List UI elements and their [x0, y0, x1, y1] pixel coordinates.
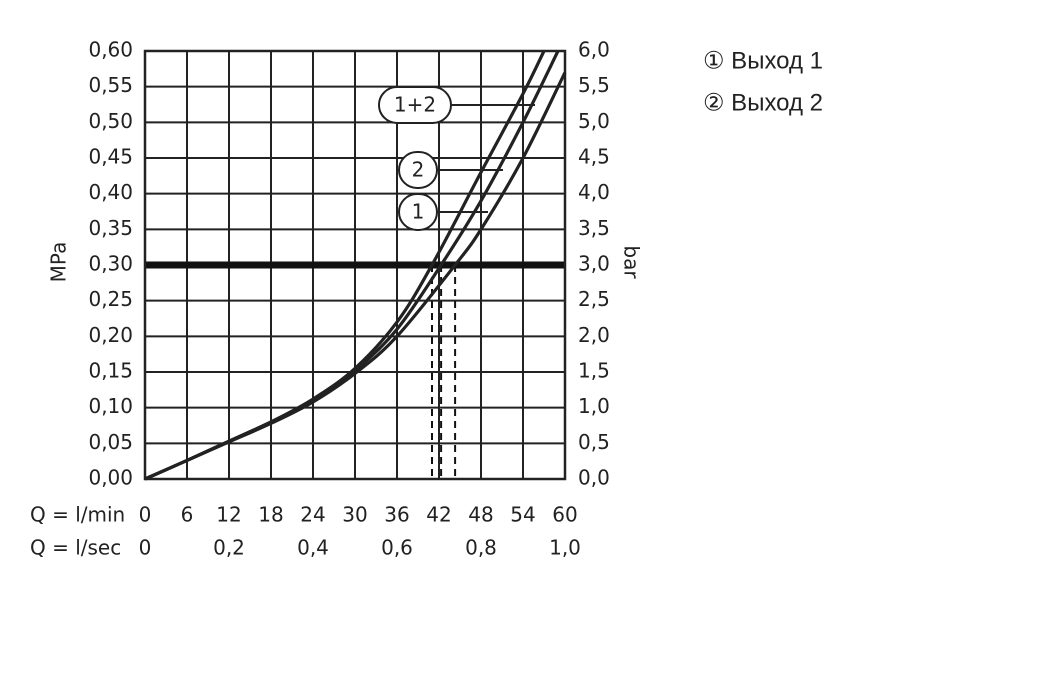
- y-tick-label: 0,30: [88, 252, 133, 276]
- y-tick-label: 0,15: [88, 359, 133, 383]
- x-tick-label: 6: [181, 503, 194, 527]
- callout-box: [398, 193, 438, 231]
- x2-tick-label: 0,4: [297, 536, 329, 560]
- series-line: [144, 71, 567, 481]
- x-tick-label: 30: [342, 503, 367, 527]
- y2-tick-label: 0,5: [578, 430, 610, 454]
- y-axis-label: MPa: [47, 242, 71, 283]
- callout-label: 2: [412, 158, 425, 182]
- x-tick-label: 54: [510, 503, 535, 527]
- y-tick-label: 0,60: [88, 38, 133, 62]
- x-tick-label: 60: [552, 503, 577, 527]
- x2-tick-label: 0,6: [381, 536, 413, 560]
- x2-tick-label: 0: [139, 536, 152, 560]
- y-tick-label: 0,00: [88, 466, 133, 490]
- y2-axis-label: bar: [620, 245, 644, 279]
- x2-tick-label: 0,2: [213, 536, 245, 560]
- y2-tick-label: 3,0: [578, 252, 610, 276]
- legend-label: ② Выход 2: [703, 89, 823, 116]
- x-tick-label: 18: [258, 503, 283, 527]
- y-tick-label: 0,40: [88, 180, 133, 204]
- x-tick-label: 24: [300, 503, 325, 527]
- y-tick-label: 0,10: [88, 394, 133, 418]
- x-tick-label: 48: [468, 503, 493, 527]
- y2-tick-label: 4,0: [578, 180, 610, 204]
- x-tick-label: 36: [384, 503, 409, 527]
- x-tick-label: 42: [426, 503, 451, 527]
- y2-tick-label: 6,0: [578, 38, 610, 62]
- callout-box: [398, 151, 438, 189]
- y2-tick-label: 2,0: [578, 323, 610, 347]
- x2-tick-label: 0,8: [465, 536, 497, 560]
- y-tick-label: 0,55: [88, 73, 133, 97]
- y-tick-label: 0,05: [88, 430, 133, 454]
- callout-box: [378, 86, 452, 124]
- y-tick-label: 0,25: [88, 287, 133, 311]
- y2-tick-label: 5,0: [578, 109, 610, 133]
- y2-tick-label: 0,0: [578, 466, 610, 490]
- y2-tick-label: 1,5: [578, 359, 610, 383]
- y-tick-label: 0,20: [88, 323, 133, 347]
- y2-tick-label: 3,5: [578, 216, 610, 240]
- y2-tick-label: 2,5: [578, 287, 610, 311]
- y2-tick-label: 4,5: [578, 145, 610, 169]
- x2-tick-label: 1,0: [549, 536, 581, 560]
- callout-label: 1: [412, 200, 425, 224]
- y2-tick-label: 5,5: [578, 73, 610, 97]
- x-axis-label: Q = l/min: [30, 503, 125, 527]
- legend-label: ① Выход 1: [703, 47, 823, 74]
- y2-tick-label: 1,0: [578, 394, 610, 418]
- x-tick-label: 12: [216, 503, 241, 527]
- y-tick-label: 0,50: [88, 109, 133, 133]
- y-tick-label: 0,45: [88, 145, 133, 169]
- x2-axis-label: Q = l/sec: [30, 536, 121, 560]
- x-tick-label: 0: [139, 503, 152, 527]
- plot-frame: [143, 49, 567, 481]
- callout-label: 1+2: [394, 93, 436, 117]
- y-tick-label: 0,35: [88, 216, 133, 240]
